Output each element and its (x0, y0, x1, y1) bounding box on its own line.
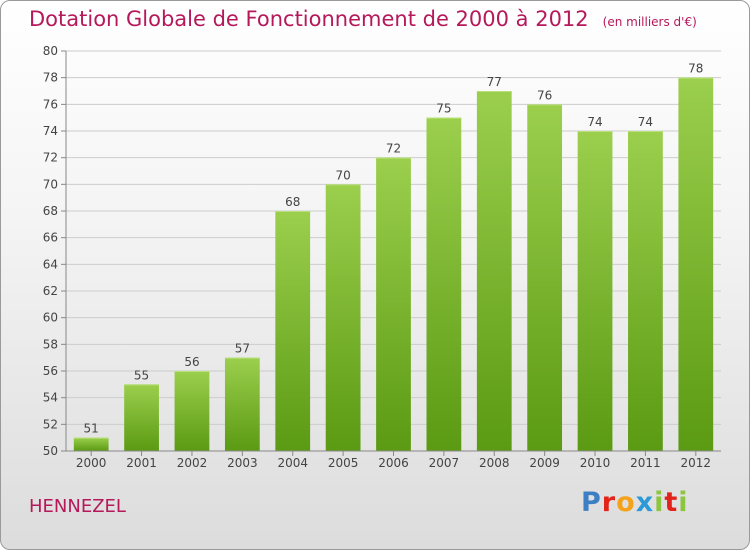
logo-letter: x (635, 487, 655, 518)
x-tick-label: 2002 (177, 456, 208, 470)
x-tick-label: 2005 (328, 456, 359, 470)
x-tick-label: 2011 (630, 456, 661, 470)
y-tick-label: 74 (43, 124, 58, 138)
x-tick-label: 2004 (277, 456, 308, 470)
x-tick-label: 2007 (429, 456, 460, 470)
y-tick-label: 50 (43, 444, 58, 458)
y-tick-label: 54 (43, 391, 58, 405)
bar (577, 131, 613, 451)
data-label: 55 (134, 368, 149, 382)
data-label: 77 (487, 75, 502, 89)
logo-letter: P (581, 487, 602, 518)
y-tick-label: 72 (43, 151, 58, 165)
bar (476, 91, 512, 451)
x-tick-label: 2003 (227, 456, 258, 470)
data-label: 57 (235, 342, 250, 356)
bar (426, 117, 462, 452)
bar (527, 104, 563, 451)
city-name: HENNEZEL (29, 496, 126, 517)
bars-layer (73, 77, 714, 452)
data-label: 76 (537, 88, 552, 102)
bar (224, 357, 260, 451)
bar (174, 371, 210, 451)
data-label: 75 (436, 102, 451, 116)
bar (275, 211, 311, 451)
data-label: 74 (587, 115, 602, 129)
y-tick-label: 64 (43, 257, 58, 271)
data-label: 72 (386, 142, 401, 156)
chart-title: Dotation Globale de Fonctionnement de 20… (29, 7, 697, 31)
bar (376, 157, 411, 451)
logo-letter: o (616, 487, 636, 518)
x-tick-label: 2008 (479, 456, 510, 470)
proxiti-logo: Proxiti (581, 487, 689, 518)
bar (325, 184, 361, 452)
labels-layer: 51 55 56 57 68 70 72 75 77 76 74 74 78 (84, 62, 704, 436)
x-tick-label: 2012 (681, 456, 712, 470)
x-tick-label: 2001 (126, 456, 157, 470)
y-tick-label: 80 (43, 44, 58, 58)
x-tick-label: 2009 (529, 456, 560, 470)
data-label: 68 (285, 195, 300, 209)
y-tick-label: 56 (43, 364, 58, 378)
data-label: 74 (638, 115, 653, 129)
y-tick-label: 76 (43, 97, 58, 111)
bar (124, 384, 159, 451)
bar (628, 131, 663, 451)
axis-layer: 50 52 54 56 58 60 62 64 66 68 70 72 74 76 78 80 2000 2001… (43, 44, 721, 470)
logo-letter: i (678, 487, 689, 518)
data-label: 70 (335, 168, 350, 182)
logo-letter: r (601, 487, 617, 518)
bar (73, 437, 109, 451)
title-text: Dotation Globale de Fonctionnement de 20… (29, 7, 589, 31)
logo-letter: t (664, 487, 679, 518)
data-label: 56 (184, 355, 199, 369)
y-tick-label: 52 (43, 417, 58, 431)
x-tick-label: 2000 (76, 456, 107, 470)
y-tick-label: 58 (43, 337, 58, 351)
y-tick-label: 66 (43, 231, 58, 245)
y-tick-label: 68 (43, 204, 58, 218)
data-label: 78 (688, 62, 703, 76)
x-tick-label: 2006 (378, 456, 409, 470)
data-label: 51 (84, 422, 99, 436)
bar (678, 77, 714, 452)
y-tick-label: 78 (43, 71, 58, 85)
x-tick-label: 2010 (580, 456, 611, 470)
y-tick-label: 62 (43, 284, 58, 298)
y-tick-label: 70 (43, 177, 58, 191)
logo-letter: i (654, 487, 665, 518)
y-tick-label: 60 (43, 311, 58, 325)
chart-subtitle: (en milliers d'€) (602, 15, 697, 29)
